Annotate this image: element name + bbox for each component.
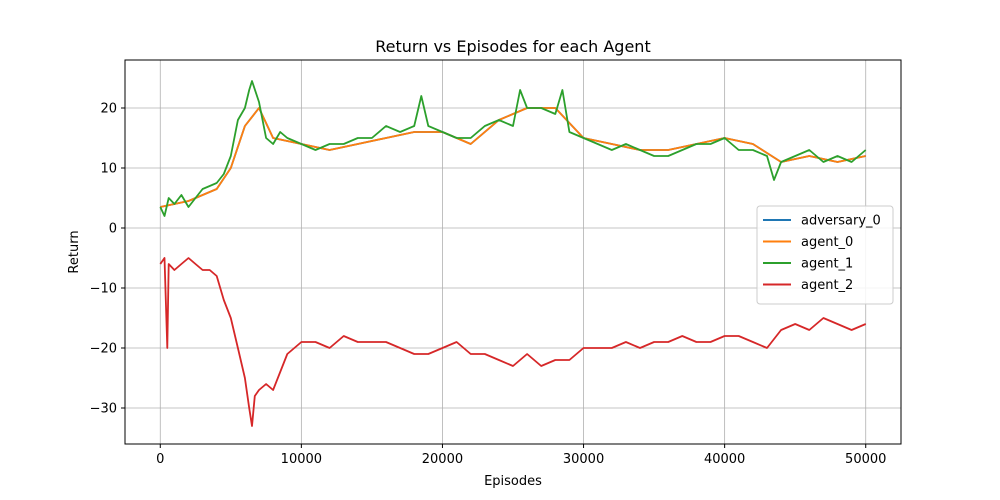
y-tick-label: 20 (100, 102, 117, 117)
legend-box (756, 205, 894, 305)
legend-label: agent_2 (801, 278, 853, 293)
y-tick-label: −10 (90, 282, 117, 297)
legend-label: adversary_0 (801, 214, 881, 229)
series-line-agent_1 (159, 80, 867, 217)
y-tick-label: 10 (100, 162, 117, 177)
x-tick-label: 0 (156, 452, 164, 467)
x-tick-label: 10000 (281, 452, 322, 467)
chart-title: Return vs Episodes for each Agent (375, 37, 650, 56)
y-tick-label: −30 (90, 402, 117, 417)
legend: adversary_0 agent_0 agent_1 agent_2 (756, 205, 894, 305)
x-tick-label: 50000 (845, 452, 886, 467)
y-tick-label: 0 (109, 222, 117, 237)
x-axis-label: Episodes (484, 474, 542, 489)
x-tick-label: 30000 (563, 452, 604, 467)
x-tick-label: 40000 (704, 452, 745, 467)
axis-ticks: 0 10000 20000 30000 40000 50000 −30 −20 −10 0 10 20 (90, 102, 887, 468)
legend-label: agent_0 (801, 235, 853, 250)
series-line-agent_0 (160, 107, 866, 208)
series-line-agent_2 (159, 257, 867, 427)
y-axis-label: Return (67, 230, 82, 273)
series-lines (159, 80, 867, 427)
y-tick-label: −20 (90, 342, 117, 357)
legend-label: agent_1 (801, 257, 853, 272)
plot-frame (124, 59, 902, 445)
x-tick-label: 20000 (422, 452, 463, 467)
